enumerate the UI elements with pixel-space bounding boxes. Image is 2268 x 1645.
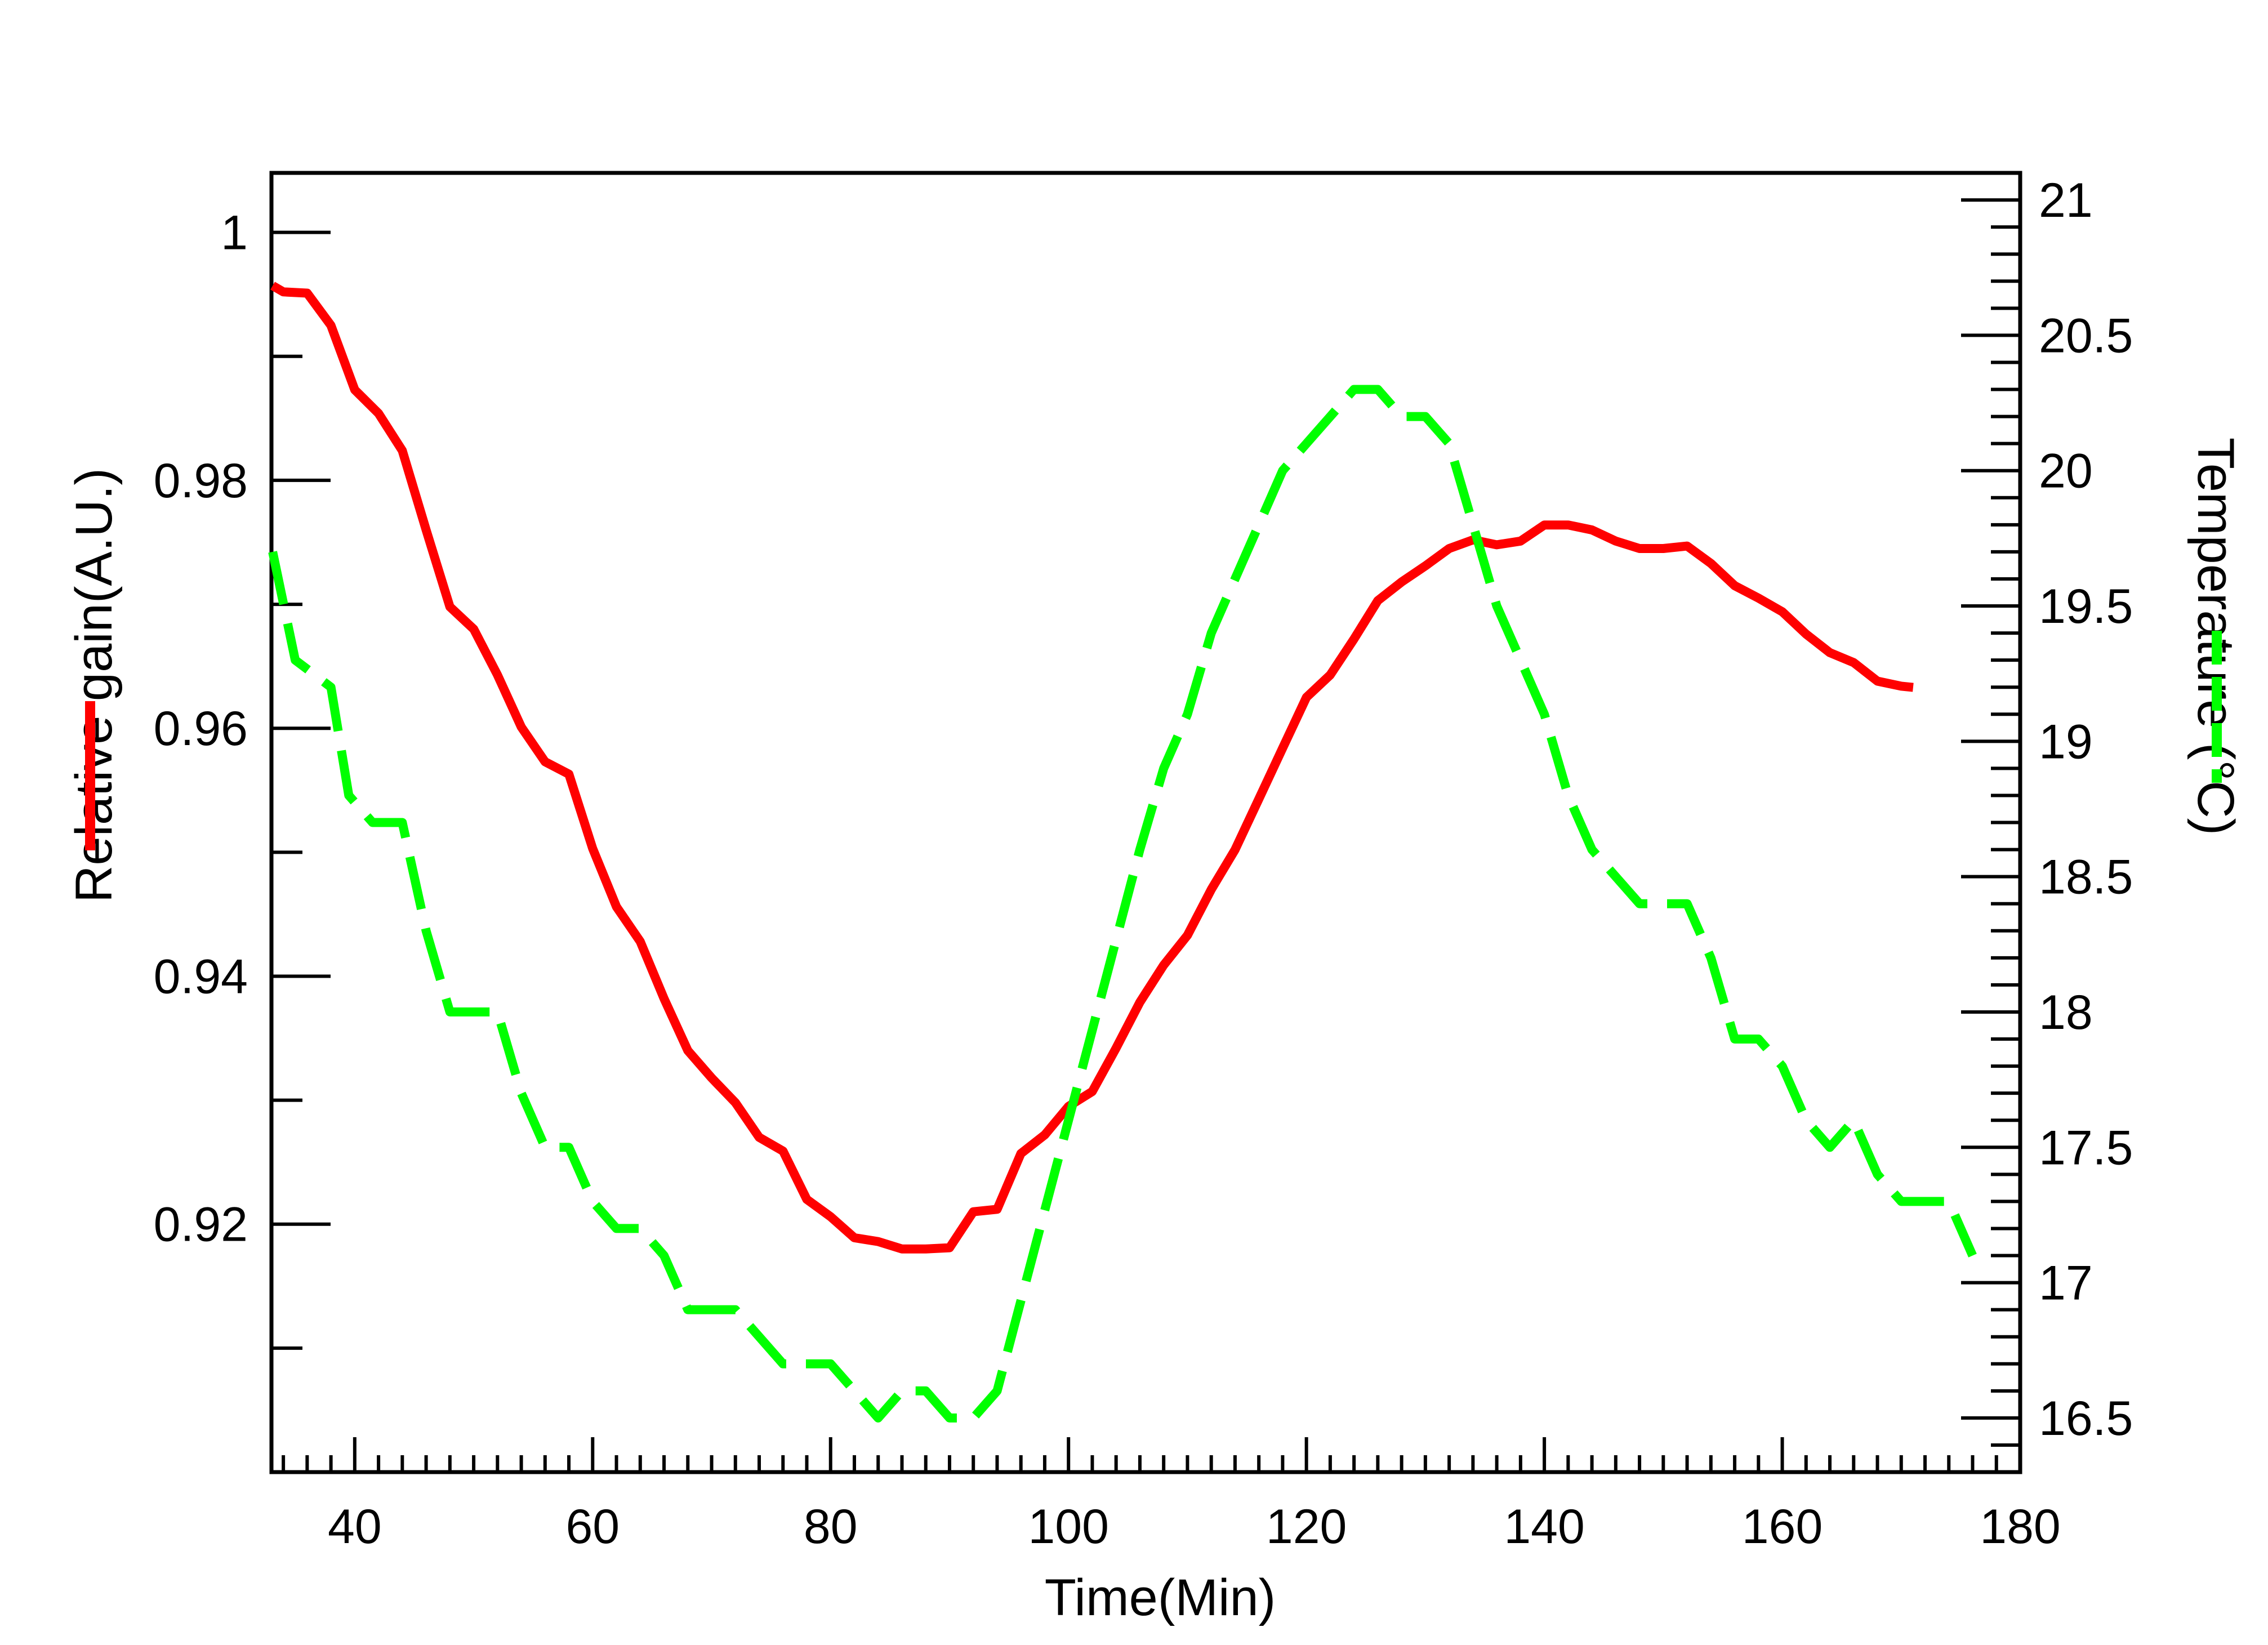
right-y-tick-label: 16.5 <box>2039 1392 2133 1446</box>
x-axis-ticks <box>282 1437 2022 1472</box>
x-tick-label: 180 <box>1980 1500 2061 1554</box>
temperature-series-line <box>268 385 1977 1423</box>
left-y-axis-ticks <box>271 230 331 1474</box>
x-tick-label: 80 <box>804 1500 858 1554</box>
right-y-tick-label: 17 <box>2039 1256 2093 1310</box>
left-y-tick-label: 1 <box>221 206 248 260</box>
series-layer <box>268 282 1977 1423</box>
right-y-tick-label: 20 <box>2039 444 2093 498</box>
left-y-tick-label: 0.92 <box>154 1198 248 1252</box>
right-y-axis-ticks <box>1961 171 2020 1474</box>
left-y-tick-label: 0.98 <box>154 454 248 508</box>
tick-labels-layer: 40 60 80 100 120 140 160 180 0.92 0.94 0.96 0.98 1 16… <box>154 173 2133 1554</box>
right-y-tick-label: 17.5 <box>2039 1121 2133 1175</box>
right-y-tick-label: 19 <box>2039 715 2093 769</box>
x-tick-label: 120 <box>1266 1500 1347 1554</box>
x-tick-label: 140 <box>1504 1500 1585 1554</box>
x-axis-title: Time(Min) <box>1045 1569 1276 1626</box>
right-y-tick-label: 19.5 <box>2039 579 2133 634</box>
x-tick-label: 40 <box>328 1500 382 1554</box>
x-tick-label: 160 <box>1742 1500 1823 1554</box>
right-y-tick-label: 18.5 <box>2039 850 2133 904</box>
right-y-tick-label: 21 <box>2039 173 2093 228</box>
right-y-tick-label: 20.5 <box>2039 309 2133 363</box>
gain-series-line <box>270 282 1914 1254</box>
x-tick-label: 60 <box>565 1500 620 1554</box>
right-y-tick-label: 18 <box>2039 986 2093 1040</box>
left-y-tick-label: 0.94 <box>154 949 248 1004</box>
x-tick-label: 100 <box>1028 1500 1109 1554</box>
left-y-tick-label: 0.96 <box>154 702 248 756</box>
